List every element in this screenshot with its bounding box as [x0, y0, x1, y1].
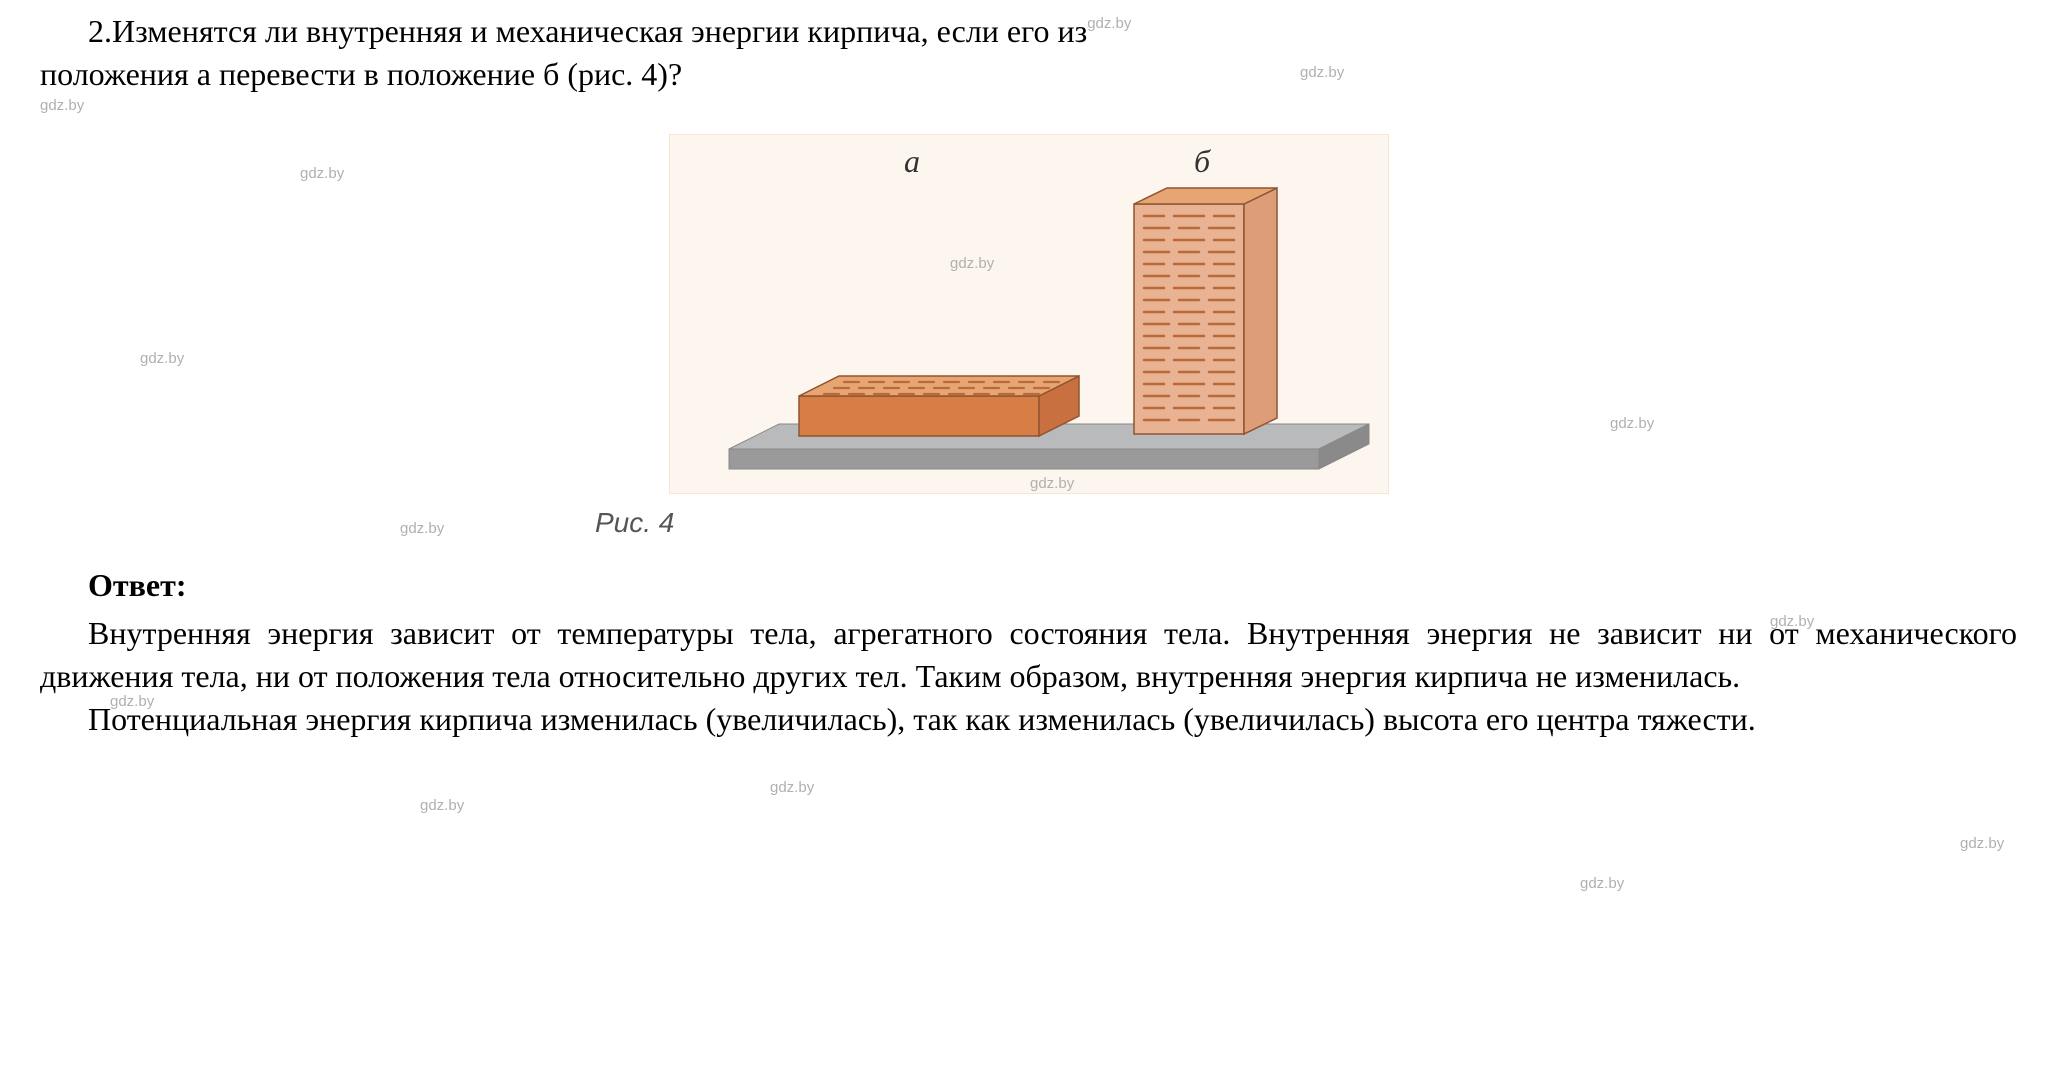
brick-a [799, 376, 1079, 436]
watermark-text: gdz.by [1960, 834, 2004, 854]
question-text-line2: положения а перевести в положение б (рис… [40, 56, 682, 92]
brick-b [1134, 188, 1277, 434]
watermark-text: gdz.by [1087, 15, 1131, 32]
watermark-text: gdz.by [40, 96, 84, 116]
figure-label-b: б [1194, 143, 1211, 179]
question-line2-wrap: положения а перевести в положение б (рис… [40, 53, 2017, 96]
figure-area: gdz.by gdz.by gdz.by gdz.by gdz.by gdz.b… [40, 134, 2017, 554]
figure-svg: а б [669, 134, 1389, 494]
watermark-text: gdz.by [1580, 874, 1624, 894]
watermark-text: gdz.by [400, 519, 444, 539]
figure-caption: Рис. 4 [595, 504, 674, 542]
watermark-text: gdz.by [110, 692, 154, 712]
watermark-text: gdz.by [1610, 414, 1654, 434]
watermark-text: gdz.by [950, 254, 994, 274]
watermark-text: gdz.by [1030, 474, 1074, 494]
watermark-text: gdz.by [140, 349, 184, 369]
answer-text: gdz.by gdz.by gdz.by gdz.by gdz.by gdz.b… [40, 612, 2017, 742]
figure-label-a: а [904, 143, 920, 179]
question-text-line1: 2.Изменятся ли внутренняя и механическая… [88, 13, 1087, 49]
question-line: 2.Изменятся ли внутренняя и механическая… [40, 10, 2017, 53]
answer-paragraph-2: Потенциальная энергия кирпича изменилась… [40, 698, 2017, 741]
watermark-text: gdz.by [420, 796, 464, 816]
answer-label: Ответ: [40, 564, 2017, 607]
question-block: 2.Изменятся ли внутренняя и механическая… [40, 10, 2017, 114]
watermark-text: gdz.by [770, 778, 814, 798]
watermark-text: gdz.by [300, 164, 344, 184]
answer-block: Ответ: gdz.by gdz.by gdz.by gdz.by gdz.b… [40, 564, 2017, 741]
answer-paragraph-1: Внутренняя энергия зависит от температур… [40, 612, 2017, 698]
watermark-text: gdz.by [1770, 612, 1814, 632]
document-root: 2.Изменятся ли внутренняя и механическая… [40, 10, 2017, 741]
watermark-text: gdz.by [1300, 63, 1344, 83]
